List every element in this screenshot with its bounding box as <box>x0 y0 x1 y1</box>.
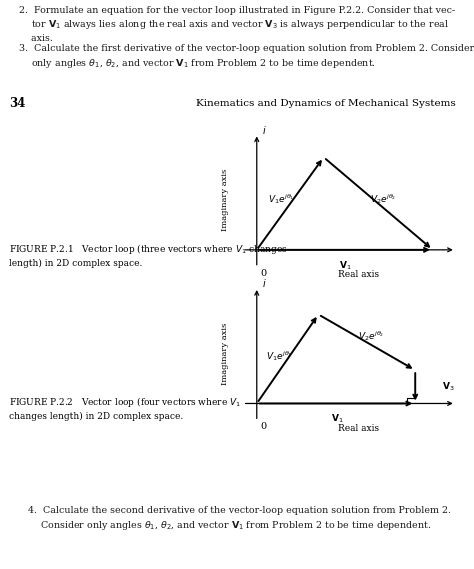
Text: 0: 0 <box>260 269 266 278</box>
Text: 34: 34 <box>9 97 26 110</box>
Text: $i$: $i$ <box>262 278 267 290</box>
Text: $V_1e^{j\theta_1}$: $V_1e^{j\theta_1}$ <box>266 349 293 363</box>
Text: $\mathbf{V}_3$: $\mathbf{V}_3$ <box>442 381 454 393</box>
Text: $V_2e^{j\theta_2}$: $V_2e^{j\theta_2}$ <box>370 192 397 206</box>
Text: FIGURE P.2.1   Vector loop (three vectors where $V_1$ changes
length) in 2D comp: FIGURE P.2.1 Vector loop (three vectors … <box>9 242 288 268</box>
Text: 0: 0 <box>260 422 266 431</box>
Text: 3.  Calculate the first derivative of the vector-loop equation solution from Pro: 3. Calculate the first derivative of the… <box>19 44 474 69</box>
Text: Imaginary axis: Imaginary axis <box>221 323 229 385</box>
Text: 4.  Calculate the second derivative of the vector-loop equation solution from Pr: 4. Calculate the second derivative of th… <box>28 506 451 532</box>
Text: Real axis: Real axis <box>338 270 380 279</box>
Text: $\mathbf{V}_1$: $\mathbf{V}_1$ <box>338 259 351 271</box>
Text: $V_1e^{j\theta_1}$: $V_1e^{j\theta_1}$ <box>268 192 294 206</box>
Text: Real axis: Real axis <box>338 424 380 432</box>
Text: $\mathbf{V}_1$: $\mathbf{V}_1$ <box>331 413 344 425</box>
Text: 2.  Formulate an equation for the vector loop illustrated in Figure P.2.2. Consi: 2. Formulate an equation for the vector … <box>19 6 455 43</box>
Text: $i$: $i$ <box>262 124 267 136</box>
Text: FIGURE P.2.2   Vector loop (four vectors where $V_1$
changes length) in 2D compl: FIGURE P.2.2 Vector loop (four vectors w… <box>9 395 241 422</box>
Text: Kinematics and Dynamics of Mechanical Systems: Kinematics and Dynamics of Mechanical Sy… <box>196 100 456 108</box>
Text: $V_2e^{j\theta_2}$: $V_2e^{j\theta_2}$ <box>358 329 384 343</box>
Text: Imaginary axis: Imaginary axis <box>221 169 229 231</box>
